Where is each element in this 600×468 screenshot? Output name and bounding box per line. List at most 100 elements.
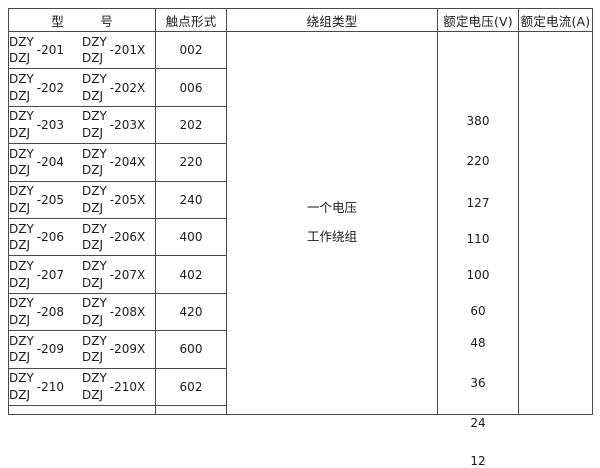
table-row: DZY DZJ -207 DZY DZJ -207X: [8, 255, 593, 294]
model-variant-x: DZY DZJ -207X: [82, 258, 155, 291]
model-suffix: -201: [36, 43, 65, 58]
winding-type-line-2: 工作绕组: [306, 228, 357, 244]
model-prefix-top: DZY: [9, 72, 34, 87]
model-prefix-bottom: DZJ: [82, 163, 103, 178]
model-prefix-stack: DZY DZJ: [9, 183, 34, 216]
model-suffix: -207: [36, 267, 65, 282]
model-prefix-top: DZY: [82, 296, 107, 311]
table-row: DZY DZJ -201 DZY DZJ -201X: [8, 30, 593, 468]
model-prefix-bottom: DZJ: [9, 51, 30, 66]
model-suffix-x: -204X: [109, 155, 146, 170]
model-prefix-stack: DZY DZJ: [82, 333, 107, 366]
model-prefix-stack: DZY DZJ: [9, 108, 34, 141]
model-prefix-bottom: DZJ: [82, 387, 103, 402]
model-prefix-top: DZY: [82, 146, 107, 161]
model-prefix-top: DZY: [9, 221, 34, 236]
model-prefix-stack: DZY DZJ: [82, 34, 107, 67]
model-prefix-bottom: DZJ: [9, 238, 30, 253]
model-prefix-bottom: DZJ: [9, 88, 30, 103]
column-header-contact-form: 触点形式: [155, 8, 227, 32]
model-prefix-bottom: DZJ: [82, 312, 103, 327]
winding-type-line-1: 一个电压: [306, 200, 357, 216]
model-prefix-stack: DZY DZJ: [82, 295, 107, 328]
model-suffix: -203: [36, 117, 65, 132]
model-prefix-bottom: DZJ: [9, 163, 30, 178]
model-prefix-top: DZY: [82, 221, 107, 236]
model-prefix-stack: DZY DZJ: [82, 370, 107, 403]
rated-voltage-value: 60: [470, 304, 486, 318]
model-prefix-top: DZY: [9, 333, 34, 348]
model-prefix-stack: DZY DZJ: [82, 146, 107, 179]
contact-form-cell: 202: [155, 105, 227, 145]
model-variant-x: DZY DZJ -204X: [82, 146, 155, 179]
model-suffix-x: -206X: [109, 230, 146, 245]
model-cell: DZY DZJ -204 DZY DZJ -204X: [8, 143, 156, 182]
model-prefix-top: DZY: [82, 109, 107, 124]
model-variant-plain: DZY DZJ -209: [9, 333, 82, 366]
model-prefix-stack: DZY DZJ: [82, 221, 107, 254]
contact-form-cell: 420: [155, 292, 227, 332]
model-prefix-top: DZY: [9, 146, 34, 161]
model-cell: DZY DZJ -201 DZY DZJ -201X: [8, 30, 156, 70]
model-variant-x: DZY DZJ -202X: [82, 71, 155, 104]
model-prefix-bottom: DZJ: [82, 51, 103, 66]
model-suffix-x: -208X: [109, 304, 146, 319]
model-prefix-top: DZY: [9, 296, 34, 311]
model-prefix-bottom: DZJ: [9, 312, 30, 327]
model-suffix-x: -210X: [109, 379, 146, 394]
model-prefix-stack: DZY DZJ: [82, 108, 107, 141]
model-variant-plain: DZY DZJ -206: [9, 221, 82, 254]
rated-voltage-value: 220: [466, 154, 490, 168]
model-variant-plain: DZY DZJ -204: [9, 146, 82, 179]
model-prefix-top: DZY: [82, 184, 107, 199]
model-prefix-top: DZY: [82, 72, 107, 87]
table-header-row: 型 号 触点形式 绕组类型 额定电压(V) 额定电流(A): [8, 8, 593, 32]
rated-voltage-list: 380 220 127 110 100 60 48 36 24 12: [438, 114, 518, 468]
model-prefix-stack: DZY DZJ: [82, 258, 107, 291]
model-prefix-bottom: DZJ: [82, 238, 103, 253]
model-cell-partial: [8, 404, 156, 415]
model-prefix-top: DZY: [9, 34, 34, 49]
table-row: DZY DZJ -203 DZY DZJ -203X: [8, 105, 593, 145]
contact-form-cell: 002: [155, 30, 227, 70]
table-row: DZY DZJ -209 DZY DZJ -209X: [8, 330, 593, 369]
model-cell: DZY DZJ -208 DZY DZJ -208X: [8, 292, 156, 332]
model-prefix-bottom: DZJ: [9, 275, 30, 290]
model-prefix-bottom: DZJ: [82, 200, 103, 215]
model-prefix-stack: DZY DZJ: [9, 370, 34, 403]
model-prefix-bottom: DZJ: [9, 125, 30, 140]
column-header-winding-type: 绕组类型: [226, 8, 438, 32]
model-prefix-top: DZY: [82, 371, 107, 386]
model-prefix-bottom: DZJ: [9, 387, 30, 402]
model-prefix-bottom: DZJ: [9, 200, 30, 215]
model-prefix-top: DZY: [82, 258, 107, 273]
model-prefix-bottom: DZJ: [82, 88, 103, 103]
column-header-rated-voltage: 额定电压(V): [437, 8, 519, 32]
model-cell: DZY DZJ -207 DZY DZJ -207X: [8, 255, 156, 294]
model-suffix: -204: [36, 155, 65, 170]
rated-voltage-value: 48: [470, 336, 486, 350]
contact-form-cell: 006: [155, 68, 227, 107]
model-prefix-stack: DZY DZJ: [9, 71, 34, 104]
table-row: DZY DZJ -202 DZY DZJ -202X: [8, 68, 593, 107]
model-suffix: -208: [36, 304, 65, 319]
model-prefix-stack: DZY DZJ: [9, 34, 34, 67]
model-suffix-x: -201X: [109, 43, 146, 58]
winding-type-cell: 一个电压 工作绕组: [226, 31, 438, 415]
model-variant-plain: DZY DZJ -210: [9, 370, 82, 403]
model-suffix: -209: [36, 342, 65, 357]
table-body: DZY DZJ -201 DZY DZJ -201X: [8, 30, 593, 468]
model-prefix-bottom: DZJ: [9, 350, 30, 365]
model-variant-plain: DZY DZJ -208: [9, 295, 82, 328]
column-header-model: 型 号: [8, 8, 156, 32]
model-cell: DZY DZJ -206 DZY DZJ -206X: [8, 217, 156, 257]
contact-form-cell: 402: [155, 255, 227, 294]
model-variant-x: DZY DZJ -206X: [82, 221, 155, 254]
contact-form-cell: 220: [155, 143, 227, 182]
model-suffix: -202: [36, 80, 65, 95]
rated-voltage-value: 24: [470, 416, 486, 430]
contact-form-cell-partial: [155, 404, 227, 415]
model-variant-plain: DZY DZJ -201: [9, 34, 82, 67]
model-variant-plain: DZY DZJ -202: [9, 71, 82, 104]
rated-voltage-value: 127: [466, 196, 490, 210]
